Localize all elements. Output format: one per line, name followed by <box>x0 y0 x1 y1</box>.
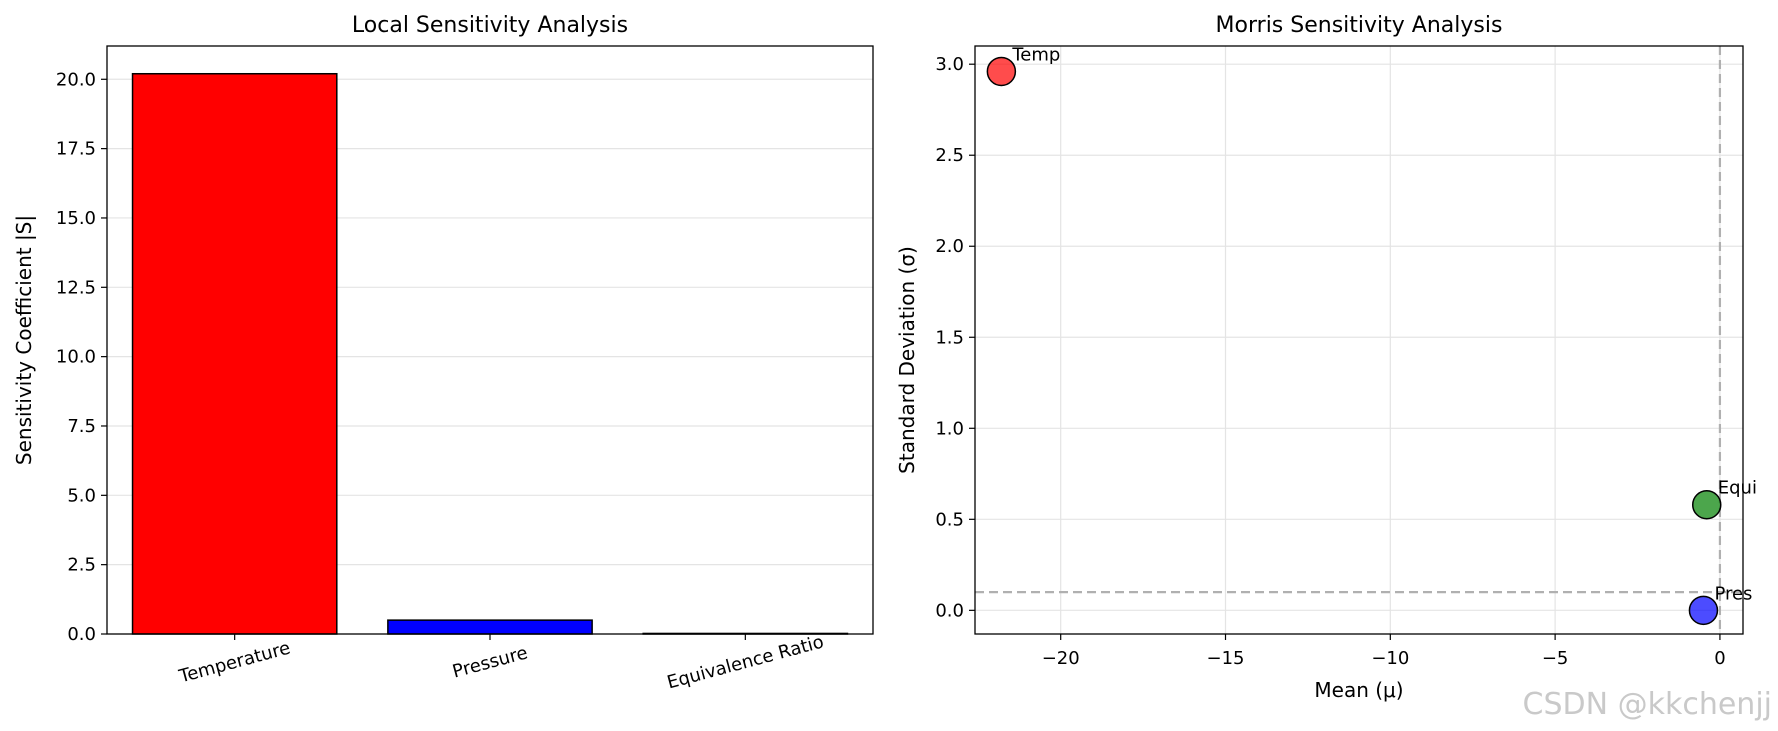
scatter-chart-panel: Temp Equi Pres 0.0 0.5 1.0 1.5 2.0 2.5 3.0 −20 −1… <box>895 13 1757 702</box>
bar-xtick-label: Pressure <box>450 642 530 682</box>
scatter-chart-x-ticks: −20 −15 −10 −5 0 <box>1042 634 1726 669</box>
scatter-chart-title: Morris Sensitivity Analysis <box>1216 13 1503 38</box>
bar-chart-bars <box>131 72 849 635</box>
scatter-point-pres <box>1688 595 1719 626</box>
scatter-ytick-label: 0.0 <box>935 600 964 621</box>
scatter-chart-points: Temp Equi Pres <box>986 44 1757 626</box>
bar-ytick-label: 15.0 <box>56 208 96 229</box>
bar-chart-y-ticks: 0.0 2.5 5.0 7.5 10.0 12.5 15.0 17.5 20.0 <box>56 69 107 645</box>
scatter-xtick-label: −15 <box>1207 648 1245 669</box>
scatter-chart-xlabel: Mean (μ) <box>1314 678 1403 702</box>
scatter-xtick-label: −20 <box>1042 648 1080 669</box>
bar-ytick-label: 12.5 <box>56 277 96 298</box>
bar-chart-x-ticks: Temperature Pressure Equivalence Ratio <box>176 631 826 693</box>
scatter-chart-y-ticks: 0.0 0.5 1.0 1.5 2.0 2.5 3.0 <box>935 54 975 621</box>
scatter-xtick-label: 0 <box>1714 648 1725 669</box>
bar-ytick-label: 2.5 <box>67 555 96 576</box>
scatter-ytick-label: 0.5 <box>935 509 964 530</box>
bar-chart-ylabel: Sensitivity Coefficient |S| <box>12 215 36 465</box>
scatter-ytick-label: 3.0 <box>935 54 964 75</box>
bar-temperature <box>131 72 338 635</box>
scatter-xtick-label: −5 <box>1542 648 1569 669</box>
scatter-ytick-label: 2.0 <box>935 236 964 257</box>
bar-ytick-label: 17.5 <box>56 139 96 160</box>
scatter-point-equi <box>1691 489 1722 520</box>
bar-ytick-label: 7.5 <box>67 416 96 437</box>
bar-chart-title: Local Sensitivity Analysis <box>352 13 628 38</box>
scatter-point-temp <box>986 56 1017 87</box>
scatter-ytick-label: 2.5 <box>935 145 964 166</box>
scatter-point-label: Temp <box>1011 44 1060 65</box>
scatter-chart-reference-lines <box>975 46 1743 634</box>
bar-ytick-label: 10.0 <box>56 347 96 368</box>
scatter-ytick-label: 1.5 <box>935 327 964 348</box>
scatter-chart-gridlines <box>975 46 1743 634</box>
scatter-ytick-label: 1.0 <box>935 418 964 439</box>
bar-xtick-label: Temperature <box>176 638 293 688</box>
bar-ytick-label: 5.0 <box>67 485 96 506</box>
scatter-point-label: Pres <box>1714 583 1752 604</box>
bar-pressure <box>387 619 593 635</box>
bar-ytick-label: 20.0 <box>56 69 96 90</box>
bar-chart-panel: 0.0 2.5 5.0 7.5 10.0 12.5 15.0 17.5 20.0 Tempera… <box>12 13 874 693</box>
scatter-chart-ylabel: Standard Deviation (σ) <box>895 246 919 474</box>
watermark-text: CSDN @kkchenjj <box>1523 687 1772 722</box>
scatter-xtick-label: −10 <box>1371 648 1409 669</box>
bar-xtick-label: Equivalence Ratio <box>665 631 826 693</box>
scatter-point-label: Equi <box>1718 478 1757 499</box>
scatter-chart-frame <box>974 45 1744 635</box>
bar-ytick-label: 0.0 <box>67 624 96 645</box>
